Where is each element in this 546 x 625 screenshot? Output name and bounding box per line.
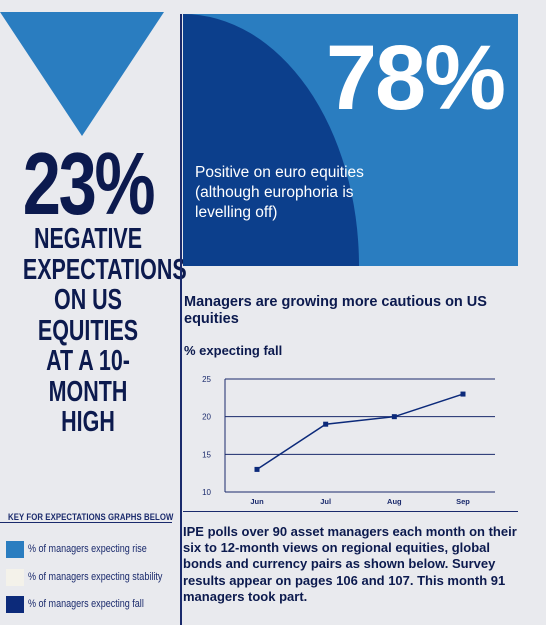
left-column: 23% NEGATIVE EXPECTATIONS ON US EQUITIES… xyxy=(0,0,187,625)
x-tick-label: Jun xyxy=(250,497,264,506)
data-point xyxy=(460,391,466,397)
expectations-key: KEY FOR EXPECTATIONS GRAPHS BELOW % of m… xyxy=(0,512,176,613)
quarter-circle-graphic xyxy=(183,14,359,266)
column-divider xyxy=(180,14,182,625)
line-chart: 25 20 15 10 Jun Jul Aug Sep xyxy=(202,375,495,506)
x-tick-label: Sep xyxy=(456,497,470,506)
survey-note: IPE polls over 90 asset managers each mo… xyxy=(183,524,517,604)
chart-subtitle: % expecting fall xyxy=(184,343,283,358)
key-divider xyxy=(0,522,172,523)
highlight-percentage: 78% xyxy=(325,27,506,129)
key-label-fall: % of managers expecting fall xyxy=(28,598,144,610)
x-tick-label: Aug xyxy=(387,497,402,506)
key-item-rise: % of managers expecting rise xyxy=(6,540,173,558)
data-point xyxy=(254,466,260,472)
key-item-fall: % of managers expecting fall xyxy=(6,595,169,613)
key-swatch-fall xyxy=(6,595,24,613)
headline-line: EQUITIES xyxy=(37,314,139,347)
section-divider xyxy=(183,511,518,512)
series-line xyxy=(256,393,464,471)
headline-line: AT A 10-MONTH xyxy=(46,345,130,408)
headline-percentage: 23% xyxy=(22,134,156,233)
x-tick-label: Jul xyxy=(320,497,331,506)
key-item-stability: % of managers expecting stability xyxy=(6,568,192,586)
key-label-rise: % of managers expecting rise xyxy=(28,543,147,555)
key-swatch-stability xyxy=(6,568,24,586)
y-tick-label: 15 xyxy=(202,450,211,459)
triangle-graphic xyxy=(0,12,164,136)
y-tick-label: 20 xyxy=(202,413,211,422)
key-swatch-rise xyxy=(6,540,24,558)
headline-line: HIGH xyxy=(61,406,115,438)
data-point xyxy=(391,414,397,420)
headline-text: NEGATIVE EXPECTATIONS ON US EQUITIES AT … xyxy=(22,223,187,438)
key-label-stability: % of managers expecting stability xyxy=(28,571,163,583)
highlight-panel: 78% Positive on euro equities (although … xyxy=(183,14,518,266)
y-tick-label: 10 xyxy=(202,488,211,497)
key-title: KEY FOR EXPECTATIONS GRAPHS BELOW xyxy=(8,512,174,523)
chart-title: Managers are growing more cautious on US… xyxy=(184,294,487,327)
data-point xyxy=(323,421,329,427)
headline-line: EXPECTATIONS xyxy=(22,253,187,286)
headline-line: ON US xyxy=(54,284,122,316)
headline-line: NEGATIVE xyxy=(33,223,143,255)
y-tick-label: 25 xyxy=(202,375,211,384)
highlight-text: Positive on euro equities (although euro… xyxy=(195,164,364,221)
